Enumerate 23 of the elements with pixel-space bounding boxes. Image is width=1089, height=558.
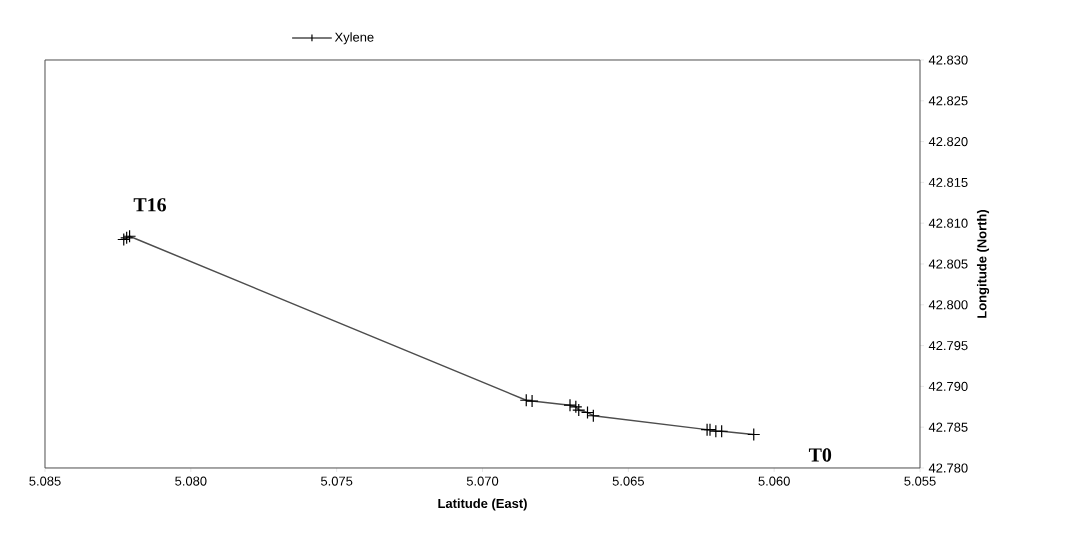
y-tick-label: 42.785 bbox=[928, 422, 968, 432]
x-tick-label: 5.060 bbox=[758, 476, 790, 486]
x-tick-label: 5.055 bbox=[904, 476, 936, 486]
x-tick-label: 5.085 bbox=[29, 476, 61, 486]
y-tick-label: 42.790 bbox=[928, 381, 968, 391]
y-tick-label: 42.820 bbox=[928, 137, 968, 147]
annotation: T0 bbox=[808, 448, 832, 462]
y-tick-label: 42.825 bbox=[928, 96, 968, 106]
y-tick-label: 42.815 bbox=[928, 177, 968, 187]
y-tick-label: 42.795 bbox=[928, 341, 968, 351]
x-tick-label: 5.080 bbox=[175, 476, 207, 486]
x-tick-label: 5.075 bbox=[320, 476, 353, 486]
y-tick-label: 42.800 bbox=[928, 300, 968, 310]
y-axis-title: Longitude (North) bbox=[976, 209, 990, 318]
x-axis-title: Latitude (East) bbox=[438, 498, 527, 511]
y-tick-label: 42.805 bbox=[928, 259, 968, 269]
y-tick-label: 42.810 bbox=[928, 218, 968, 228]
y-tick-label: 42.830 bbox=[928, 55, 968, 65]
y-tick-label: 42.780 bbox=[928, 463, 968, 473]
annotation: T16 bbox=[133, 198, 167, 212]
legend-label: Xylene bbox=[334, 32, 374, 45]
x-tick-label: 5.070 bbox=[466, 476, 499, 486]
x-tick-label: 5.065 bbox=[612, 476, 644, 486]
